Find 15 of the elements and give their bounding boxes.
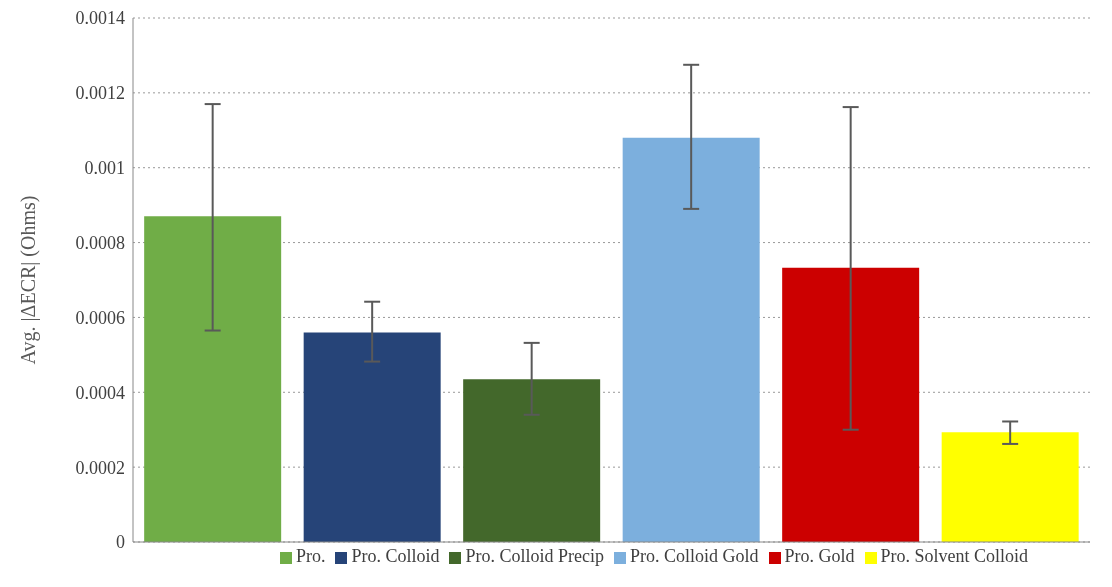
y-tick-label: 0.0004: [75, 382, 125, 403]
y-tick-label: 0.0014: [75, 8, 125, 29]
legend-label: Pro. Solvent Colloid: [880, 546, 1029, 566]
legend-label: Pro. Gold: [784, 546, 855, 566]
y-axis-title: Avg. |ΔECR| (Ohms): [17, 195, 41, 365]
y-tick-label: 0.0008: [75, 232, 125, 253]
y-tick-label: 0.0012: [75, 83, 125, 104]
y-tick-label: 0.0006: [75, 307, 125, 328]
legend-label: Pro.: [295, 546, 326, 566]
y-tick-label: 0.0002: [75, 457, 125, 478]
legend-label: Pro. Colloid: [351, 546, 440, 566]
legend-label: Pro. Colloid Gold: [629, 546, 759, 566]
y-tick-label: 0.001: [84, 158, 125, 179]
y-tick-label: 0: [116, 532, 125, 553]
legend-label: Pro. Colloid Precip: [465, 546, 604, 566]
